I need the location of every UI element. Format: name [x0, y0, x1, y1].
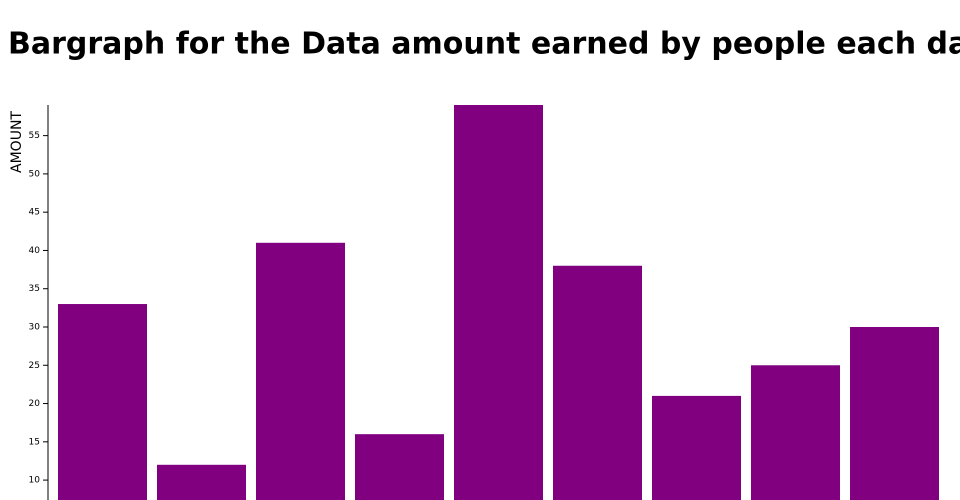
y-tick-label: 20 — [29, 399, 41, 409]
y-tick-label: 55 — [29, 131, 40, 141]
y-axis-label: AMOUNT — [9, 111, 25, 173]
y-tick-label: 25 — [29, 361, 40, 371]
bar — [58, 304, 147, 500]
bar — [652, 395, 741, 500]
y-tick-label: 15 — [29, 437, 40, 447]
y-tick-label: 40 — [29, 246, 41, 256]
y-tick-label: 35 — [29, 284, 40, 294]
bar — [454, 105, 543, 500]
chart-title: Bargraph for the Data amount earned by p… — [8, 27, 960, 62]
bar — [553, 265, 642, 500]
y-tick-label: 50 — [29, 169, 41, 179]
y-tick-label: 10 — [29, 476, 41, 486]
bar — [355, 434, 444, 500]
bar — [157, 464, 246, 500]
y-tick-label: 45 — [29, 208, 40, 218]
bar — [751, 365, 840, 500]
bar — [256, 242, 345, 500]
y-tick-label: 30 — [29, 322, 41, 332]
bar — [850, 326, 939, 500]
